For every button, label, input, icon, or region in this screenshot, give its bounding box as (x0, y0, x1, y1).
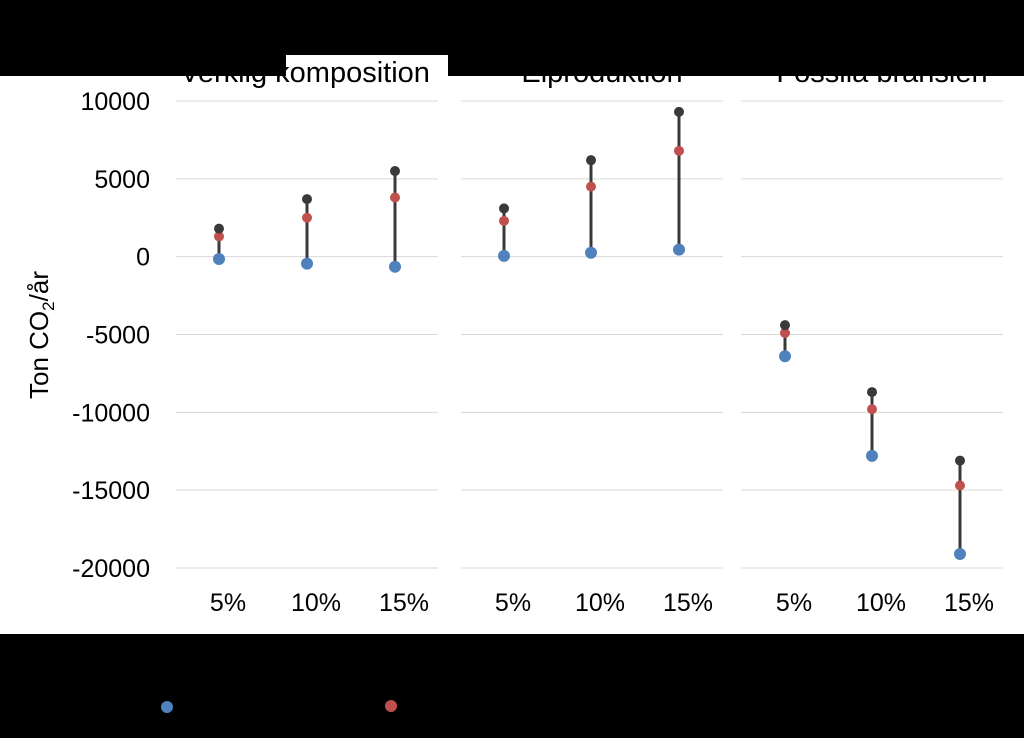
point-low (866, 449, 878, 462)
y-tick-label: -20000 (72, 555, 150, 583)
panel-title: Elproduktion (521, 57, 682, 89)
point-mid (586, 181, 596, 192)
point-mid (499, 215, 509, 226)
title-backdrop (286, 55, 448, 76)
legend-marker-low (161, 701, 173, 713)
point-low (954, 547, 966, 560)
point-low (389, 260, 401, 273)
x-tick-label: 15% (663, 589, 713, 617)
y-axis-label: Ton CO2/år (24, 271, 58, 399)
panel-title: Fossila bränslen (776, 57, 987, 89)
point-low (498, 249, 510, 262)
point-high (955, 455, 965, 466)
point-mid (674, 145, 684, 156)
y-tick-label: -10000 (72, 399, 150, 427)
point-low (213, 253, 225, 266)
point-high (780, 320, 790, 331)
point-high (390, 166, 400, 177)
point-mid (390, 192, 400, 203)
y-tick-label: 0 (136, 244, 150, 272)
y-tick-label: 5000 (94, 166, 150, 194)
x-tick-label: 15% (379, 589, 429, 617)
y-tick-label: -5000 (86, 322, 150, 350)
x-tick-label: 5% (495, 589, 531, 617)
panel-title: Verklig komposition (180, 57, 430, 89)
y-tick-label: -15000 (72, 477, 150, 505)
point-mid (214, 231, 224, 242)
x-tick-label: 10% (291, 589, 341, 617)
x-tick-label: 10% (856, 589, 906, 617)
point-high (586, 155, 596, 166)
point-high (867, 387, 877, 398)
point-high (674, 106, 684, 117)
x-tick-label: 10% (575, 589, 625, 617)
legend-marker-mid (385, 700, 397, 712)
point-mid (302, 212, 312, 223)
point-low (585, 246, 597, 259)
x-tick-label: 5% (776, 589, 812, 617)
x-tick-label: 15% (944, 589, 994, 617)
point-low (673, 243, 685, 256)
y-tick-label: 10000 (80, 88, 150, 116)
point-high (499, 203, 509, 214)
point-low (779, 350, 791, 363)
point-mid (955, 480, 965, 491)
point-high (214, 223, 224, 234)
plot-area (0, 76, 1024, 634)
x-tick-label: 5% (210, 589, 246, 617)
point-mid (780, 327, 790, 338)
point-high (302, 194, 312, 205)
point-low (301, 257, 313, 270)
point-mid (867, 404, 877, 415)
